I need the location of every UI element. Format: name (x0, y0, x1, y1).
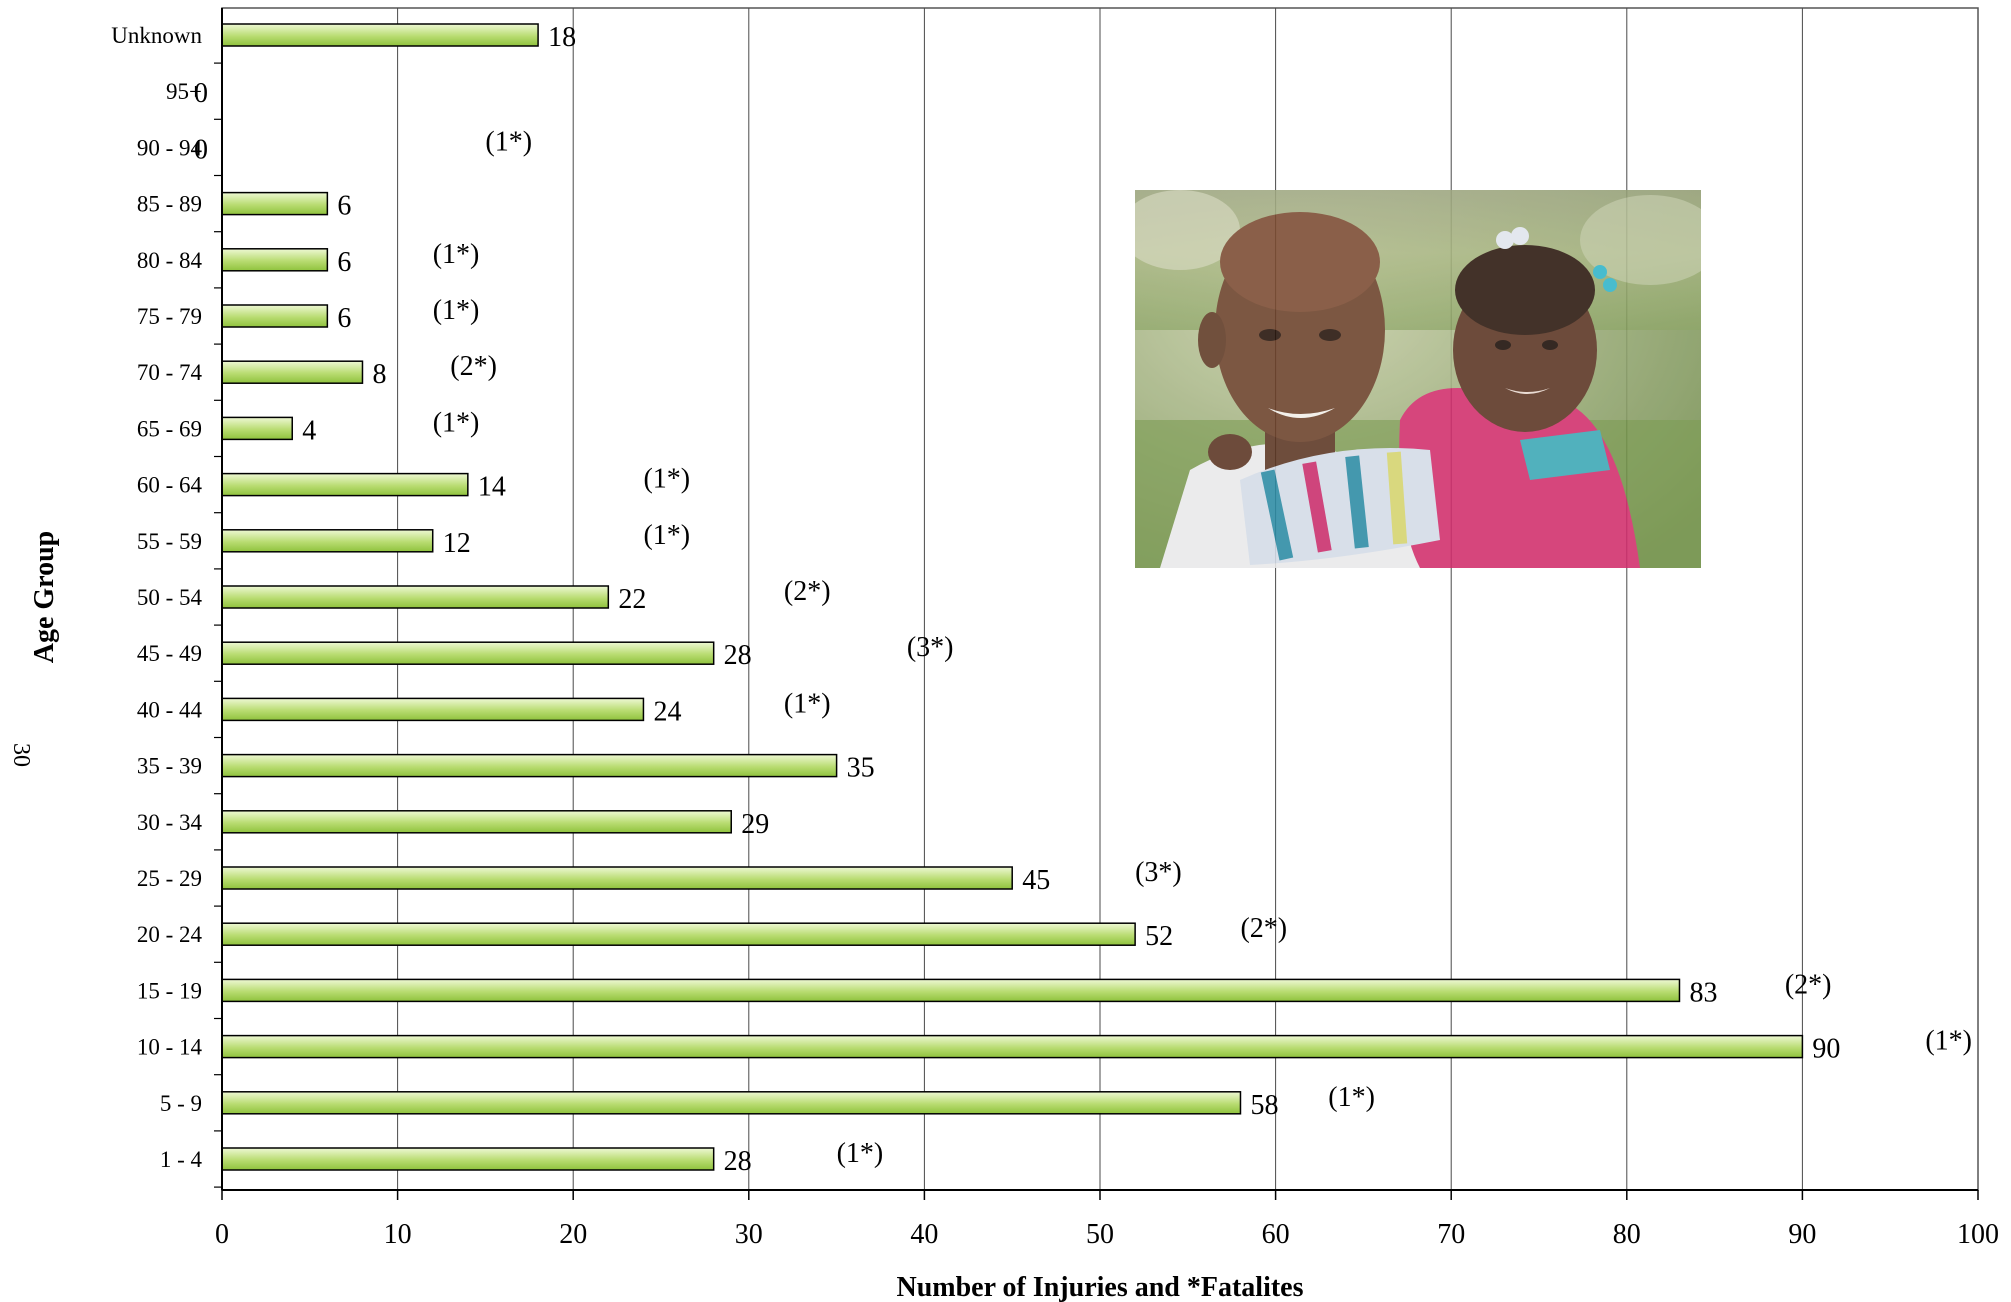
x-axis-title: Number of Injuries and *Fatalites (896, 1272, 1303, 1302)
bar (221, 529, 434, 553)
value-label: 24 (653, 696, 681, 727)
fatality-label: (1*) (643, 520, 690, 551)
bar (221, 416, 293, 441)
bar (221, 978, 1681, 1003)
value-label: 83 (1689, 977, 1717, 1008)
bar (221, 304, 329, 328)
x-tick-label: 0 (215, 1219, 229, 1250)
category-label: 75 - 79 (137, 304, 202, 329)
value-label: 12 (443, 528, 471, 559)
fatality-label: (1*) (837, 1138, 884, 1169)
value-label: 14 (478, 472, 506, 503)
x-tick-label: 100 (1957, 1219, 1999, 1250)
category-label: 70 - 74 (137, 360, 203, 385)
x-axis-ticks: 0 10 20 30 40 50 60 70 80 90 100 (214, 8, 1999, 1250)
value-label: 90 (1812, 1034, 1840, 1065)
value-label: 29 (741, 809, 769, 840)
value-label: 45 (1022, 865, 1050, 896)
fatality-label: (3*) (1135, 857, 1182, 888)
bar (221, 360, 364, 384)
category-label: 60 - 64 (137, 473, 203, 498)
fatality-label: (1*) (1328, 1082, 1375, 1113)
category-label: 30 - 34 (137, 810, 203, 835)
fatality-label: (2*) (784, 576, 831, 607)
fatality-label: (2*) (1785, 969, 1832, 1000)
category-label: 1 - 4 (160, 1147, 203, 1172)
category-label: 25 - 29 (137, 866, 202, 891)
fatality-label: (1*) (433, 239, 480, 270)
bar (221, 585, 610, 609)
value-label: 28 (724, 640, 752, 671)
value-label: 28 (724, 1146, 752, 1177)
value-label: 58 (1250, 1090, 1278, 1121)
bar (221, 472, 469, 497)
category-label: 5 - 9 (160, 1091, 202, 1116)
bar (221, 753, 838, 778)
x-tick-label: 50 (1086, 1219, 1114, 1250)
bar (221, 922, 1136, 946)
value-label: 6 (337, 191, 351, 222)
category-label: 95+ (166, 79, 202, 104)
value-label: 0 (194, 134, 208, 165)
value-label: 4 (302, 415, 316, 446)
category-label: Unknown (111, 23, 202, 48)
bar (221, 191, 329, 216)
category-label: 45 - 49 (137, 641, 202, 666)
bar (221, 1147, 715, 1171)
category-label: 85 - 89 (137, 192, 202, 217)
fatality-labels: (1*) (1*) (1*) (2*) (1*) (1*) (1*) (2*) (3*) (1*)… (433, 126, 1972, 1169)
bar (221, 810, 732, 834)
fatality-label: (1*) (643, 464, 690, 495)
x-tick-label: 90 (1788, 1219, 1816, 1250)
x-tick-label: 70 (1437, 1219, 1465, 1250)
x-tick-label: 10 (384, 1219, 412, 1250)
fatality-label: (3*) (907, 632, 954, 663)
fatality-label: (1*) (784, 688, 831, 719)
category-label: 40 - 44 (137, 697, 203, 722)
fatality-label: (1*) (485, 126, 532, 157)
x-tick-label: 20 (559, 1219, 587, 1250)
bar (221, 866, 1013, 890)
category-label: 80 - 84 (137, 248, 203, 273)
x-tick-label: 80 (1613, 1219, 1641, 1250)
value-label: 0 (194, 78, 208, 109)
bar (221, 248, 329, 272)
value-label: 6 (337, 247, 351, 278)
value-label: 52 (1145, 921, 1173, 952)
fatality-label: (1*) (433, 295, 480, 326)
x-tick-label: 30 (735, 1219, 763, 1250)
bar (221, 1034, 1804, 1059)
category-label: 10 - 14 (137, 1035, 203, 1060)
value-label: 35 (847, 753, 875, 784)
x-tick-label: 40 (910, 1219, 938, 1250)
fatality-label: (2*) (450, 351, 497, 382)
fatality-label: (1*) (1925, 1026, 1972, 1057)
fatality-label: (2*) (1240, 913, 1287, 944)
category-label: 15 - 19 (137, 978, 202, 1003)
bar (221, 1091, 1242, 1115)
value-label: 18 (548, 22, 576, 53)
y-axis-title: Age Group (29, 531, 60, 664)
category-label: 50 - 54 (137, 585, 203, 610)
photo-man-holding-child (1135, 190, 1701, 568)
category-label: 35 - 39 (137, 754, 202, 779)
value-label: 6 (337, 303, 351, 334)
category-label: 65 - 69 (137, 416, 202, 441)
bar (221, 697, 645, 722)
value-label: 8 (372, 359, 386, 390)
fatality-label: (1*) (433, 407, 480, 438)
category-label: 55 - 59 (137, 529, 202, 554)
x-tick-label: 60 (1262, 1219, 1290, 1250)
category-labels: Unknown 95+ 90 - 94 85 - 89 80 - 84 75 - 79 70… (111, 23, 202, 1172)
category-label: 20 - 24 (137, 922, 203, 947)
category-label: 90 - 94 (137, 135, 203, 160)
value-label: 22 (618, 584, 646, 615)
bar (221, 23, 539, 47)
page-number: 30 (8, 743, 34, 767)
bar (221, 641, 715, 665)
